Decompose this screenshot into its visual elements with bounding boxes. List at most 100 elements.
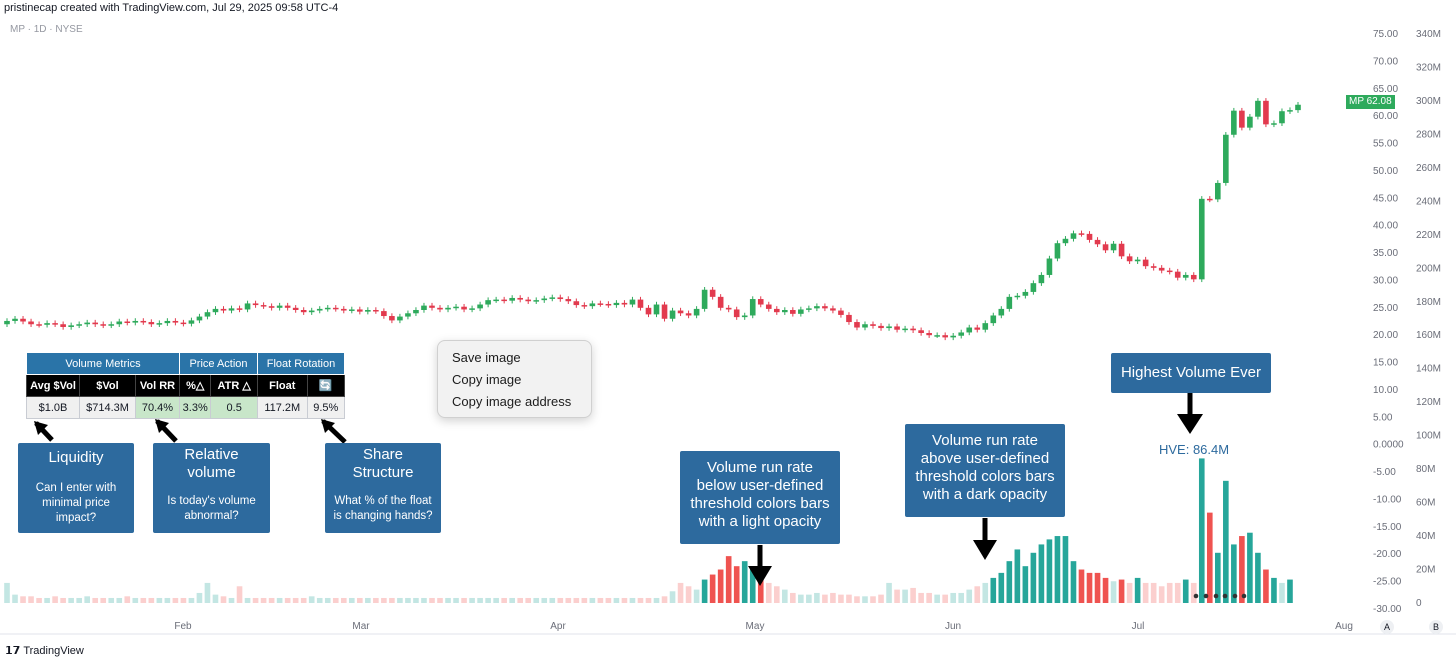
volume-axis: 340M 320M 300M 280M 260M 240M 220M 200M 180M 160M… <box>1416 29 1441 609</box>
candle-body <box>84 322 90 325</box>
volume-bar <box>124 596 131 603</box>
volume-tick-label: 140M <box>1416 364 1441 375</box>
volume-bar <box>677 582 684 603</box>
volume-tick-label: 200M <box>1416 263 1441 274</box>
volume-bar <box>902 589 908 603</box>
volume-bar <box>348 597 355 603</box>
relative-volume-callout: Relative volume Is today's volume abnorm… <box>153 443 270 533</box>
volume-bar <box>998 572 1005 603</box>
auto-scale-button[interactable]: A <box>1380 620 1394 634</box>
volume-tick-label: 260M <box>1416 163 1441 174</box>
candle-body <box>1070 233 1077 239</box>
candle-body <box>709 289 716 297</box>
volume-bar <box>717 569 724 603</box>
price-tick-label: 70.00 <box>1373 56 1398 67</box>
volume-bar <box>276 597 283 603</box>
volume-bar <box>1271 577 1277 603</box>
candle-body <box>140 320 147 323</box>
volume-bar <box>1174 582 1181 603</box>
volume-bar <box>12 594 18 603</box>
volume-bar <box>934 594 940 603</box>
volume-bar <box>709 574 716 603</box>
candle-body <box>549 297 556 299</box>
candle-body <box>493 299 499 302</box>
volume-bar <box>1247 532 1253 603</box>
candle-body <box>4 320 10 325</box>
volume-bar <box>613 597 620 603</box>
candle-body <box>92 322 99 325</box>
liquidity-title: Liquidity <box>48 449 104 466</box>
volume-bar <box>1287 579 1293 603</box>
volume-bar <box>100 597 107 603</box>
candle-body <box>1102 244 1109 251</box>
value-float-rotation: 9.5% <box>306 396 346 419</box>
candle-body <box>188 320 195 324</box>
volume-bar <box>445 597 451 603</box>
volume-bar <box>308 596 315 603</box>
candle-body <box>124 321 131 323</box>
volume-bar <box>357 597 363 603</box>
volume-bar <box>926 592 932 603</box>
candle-body <box>132 320 139 323</box>
volume-bar <box>493 597 499 603</box>
volume-bar <box>1279 582 1285 603</box>
volume-bar <box>76 597 82 603</box>
dark-opacity-text: Volume run rate above user-defined thres… <box>915 432 1055 503</box>
group-volume-metrics: Volume Metrics <box>26 352 180 375</box>
candle-body <box>950 335 957 338</box>
highest-volume-text: Highest Volume Ever <box>1120 364 1262 381</box>
candle-body <box>509 297 515 301</box>
candle-body <box>717 296 724 308</box>
price-tick-label: 55.00 <box>1373 139 1398 150</box>
volume-bar <box>669 591 676 603</box>
candle-body <box>806 308 812 310</box>
candle-body <box>421 305 427 310</box>
volume-bar <box>340 597 347 603</box>
candle-body <box>677 310 684 314</box>
share-structure-subtitle: What % of the float is changing hands? <box>333 495 433 522</box>
header-dollar-vol: $Vol <box>79 374 136 397</box>
copy-image-address-menu-item[interactable]: Copy image address <box>452 394 572 409</box>
volume-bar <box>798 594 804 603</box>
volume-bar <box>332 597 339 603</box>
candle-body <box>164 320 171 324</box>
scale-option-button[interactable]: B <box>1429 620 1443 634</box>
volume-bar <box>573 597 580 603</box>
candle-body <box>1182 274 1189 278</box>
candle-body <box>405 313 411 317</box>
volume-bar <box>982 582 989 603</box>
candle-body <box>517 297 523 300</box>
copy-image-menu-item[interactable]: Copy image <box>452 372 522 387</box>
volume-bar <box>324 597 331 603</box>
volume-bar <box>958 592 965 603</box>
volume-bar <box>557 597 564 603</box>
candle-body <box>445 307 451 310</box>
candle-body <box>918 330 924 333</box>
candle-body <box>156 323 163 325</box>
relative-volume-subtitle: Is today's volume abnormal? <box>167 495 256 522</box>
volume-bar <box>1126 582 1133 603</box>
volume-bar <box>212 594 219 603</box>
month-label: Apr <box>550 621 566 632</box>
candle-body <box>1174 271 1181 278</box>
volume-bar <box>782 589 788 603</box>
volume-bar <box>429 597 435 603</box>
volume-bar <box>862 596 868 603</box>
candle-body <box>1287 110 1293 112</box>
volume-bar <box>886 582 892 603</box>
volume-tick-label: 340M <box>1416 29 1441 40</box>
volume-bar <box>990 577 997 603</box>
candle-body <box>1295 104 1301 111</box>
volume-bar <box>894 589 900 603</box>
volume-bar <box>1158 586 1165 603</box>
candle-body <box>982 323 989 330</box>
volume-bar <box>517 597 523 603</box>
candle-body <box>180 322 187 325</box>
candle-body <box>870 324 876 326</box>
candle-body <box>1078 233 1085 235</box>
candle-body <box>284 305 291 308</box>
candle-body <box>373 310 379 312</box>
value-vol-rr: 70.4% <box>135 396 180 419</box>
save-image-menu-item[interactable]: Save image <box>452 350 521 365</box>
